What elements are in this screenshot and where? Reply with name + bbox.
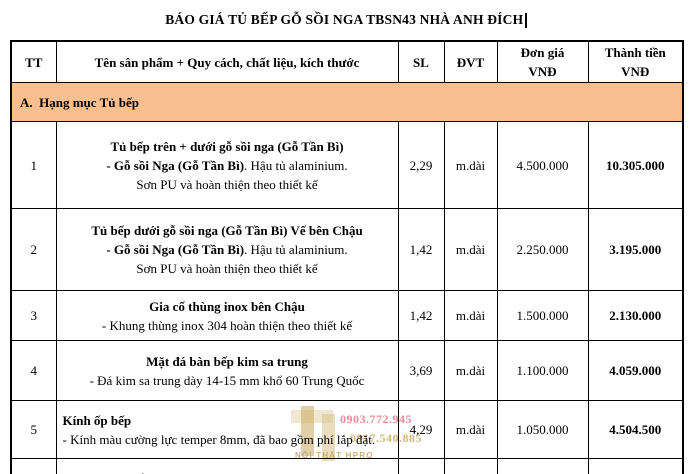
section-a-label: A. Hạng mục Tủ bếp — [10, 82, 684, 122]
document-title: BÁO GIÁ TỦ BẾP GỖ SỒI NGA TBSN43 NHÀ ANH… — [165, 12, 524, 27]
table-row: 3 Gia cố thùng inox bên Chậu - Khung thùn… — [10, 290, 684, 341]
cell-quantity[interactable] — [397, 458, 445, 474]
document-title-row[interactable]: BÁO GIÁ TỦ BẾP GỖ SỒI NGA TBSN43 NHÀ ANH… — [0, 0, 692, 40]
cell-unit[interactable]: m.dài — [443, 121, 498, 209]
cell-product-name[interactable]: Gia cố thùng inox bên Chậu - Khung thùng … — [55, 290, 399, 341]
cell-unit-price[interactable]: 2.250.000 — [496, 208, 589, 291]
cell-product-name[interactable]: Mặt đá bàn bếp kim sa trung - Đá kim sa t… — [55, 340, 399, 401]
table-row: Phụ kiện tủ bếp — [10, 458, 684, 474]
cell-unit-price[interactable]: 1.050.000 — [496, 400, 589, 459]
cell-unit-price[interactable]: 1.500.000 — [496, 290, 589, 341]
col-header-total[interactable]: Thành tiền VNĐ — [587, 40, 684, 83]
table-body: A. Hạng mục Tủ bếp 1 Tủ bếp trên + dưới … — [10, 82, 684, 474]
section-row-a[interactable]: A. Hạng mục Tủ bếp — [10, 82, 684, 122]
col-header-unit-price[interactable]: Đơn giá VNĐ — [496, 40, 589, 83]
table-row: 5 Kính ốp bếp - Kính màu cường lực temper… — [10, 400, 684, 459]
cell-tt[interactable]: 1 — [10, 121, 57, 209]
cell-unit-price[interactable] — [496, 458, 589, 474]
text-cursor — [525, 12, 527, 28]
header-row: TT Tên sân phẩm + Quy cách, chất liệu, k… — [10, 40, 684, 83]
cell-unit-price[interactable]: 1.100.000 — [496, 340, 589, 401]
cell-unit[interactable]: m.dài — [443, 400, 498, 459]
cell-product-name[interactable]: Tủ bếp dưới gỗ sồi nga (Gỗ Tần Bì) Vế bê… — [55, 208, 399, 291]
cell-quantity[interactable]: 3,69 — [397, 340, 445, 401]
cell-tt[interactable] — [10, 458, 57, 474]
col-header-sl[interactable]: SL — [397, 40, 445, 83]
cell-tt[interactable]: 5 — [10, 400, 57, 459]
cell-total[interactable]: 4.059.000 — [587, 340, 684, 401]
cell-unit-price[interactable]: 4.500.000 — [496, 121, 589, 209]
cell-unit[interactable]: m.dài — [443, 340, 498, 401]
cell-tt[interactable]: 4 — [10, 340, 57, 401]
cell-quantity[interactable]: 1,42 — [397, 290, 445, 341]
cell-quantity[interactable]: 1,42 — [397, 208, 445, 291]
col-header-tt[interactable]: TT — [10, 40, 57, 83]
table-row: 4 Mặt đá bàn bếp kim sa trung - Đá kim sa… — [10, 340, 684, 401]
col-header-dvt[interactable]: ĐVT — [443, 40, 498, 83]
col-header-name[interactable]: Tên sân phẩm + Quy cách, chất liệu, kích… — [55, 40, 399, 83]
cell-unit[interactable] — [443, 458, 498, 474]
cell-unit[interactable]: m.dài — [443, 208, 498, 291]
table-row: 2 Tủ bếp dưới gỗ sồi nga (Gỗ Tần Bì) Vế … — [10, 208, 684, 291]
cell-total[interactable]: 10.305.000 — [587, 121, 684, 209]
cell-quantity[interactable]: 2,29 — [397, 121, 445, 209]
cell-quantity[interactable]: 4,29 — [397, 400, 445, 459]
cell-total[interactable]: 3.195.000 — [587, 208, 684, 291]
cell-product-name[interactable]: Phụ kiện tủ bếp — [55, 458, 399, 474]
cell-tt[interactable]: 2 — [10, 208, 57, 291]
quote-table: TT Tên sân phẩm + Quy cách, chất liệu, k… — [10, 40, 684, 474]
table-row: 1 Tủ bếp trên + dưới gỗ sồi nga (Gỗ Tần … — [10, 121, 684, 209]
cell-unit[interactable]: m.dài — [443, 290, 498, 341]
cell-product-name[interactable]: Kính ốp bếp - Kính màu cường lực temper 8… — [55, 400, 399, 459]
cell-product-name[interactable]: Tủ bếp trên + dưới gỗ sồi nga (Gỗ Tần Bì… — [55, 121, 399, 209]
cell-total[interactable] — [587, 458, 684, 474]
cell-total[interactable]: 4.504.500 — [587, 400, 684, 459]
cell-tt[interactable]: 3 — [10, 290, 57, 341]
cell-total[interactable]: 2.130.000 — [587, 290, 684, 341]
